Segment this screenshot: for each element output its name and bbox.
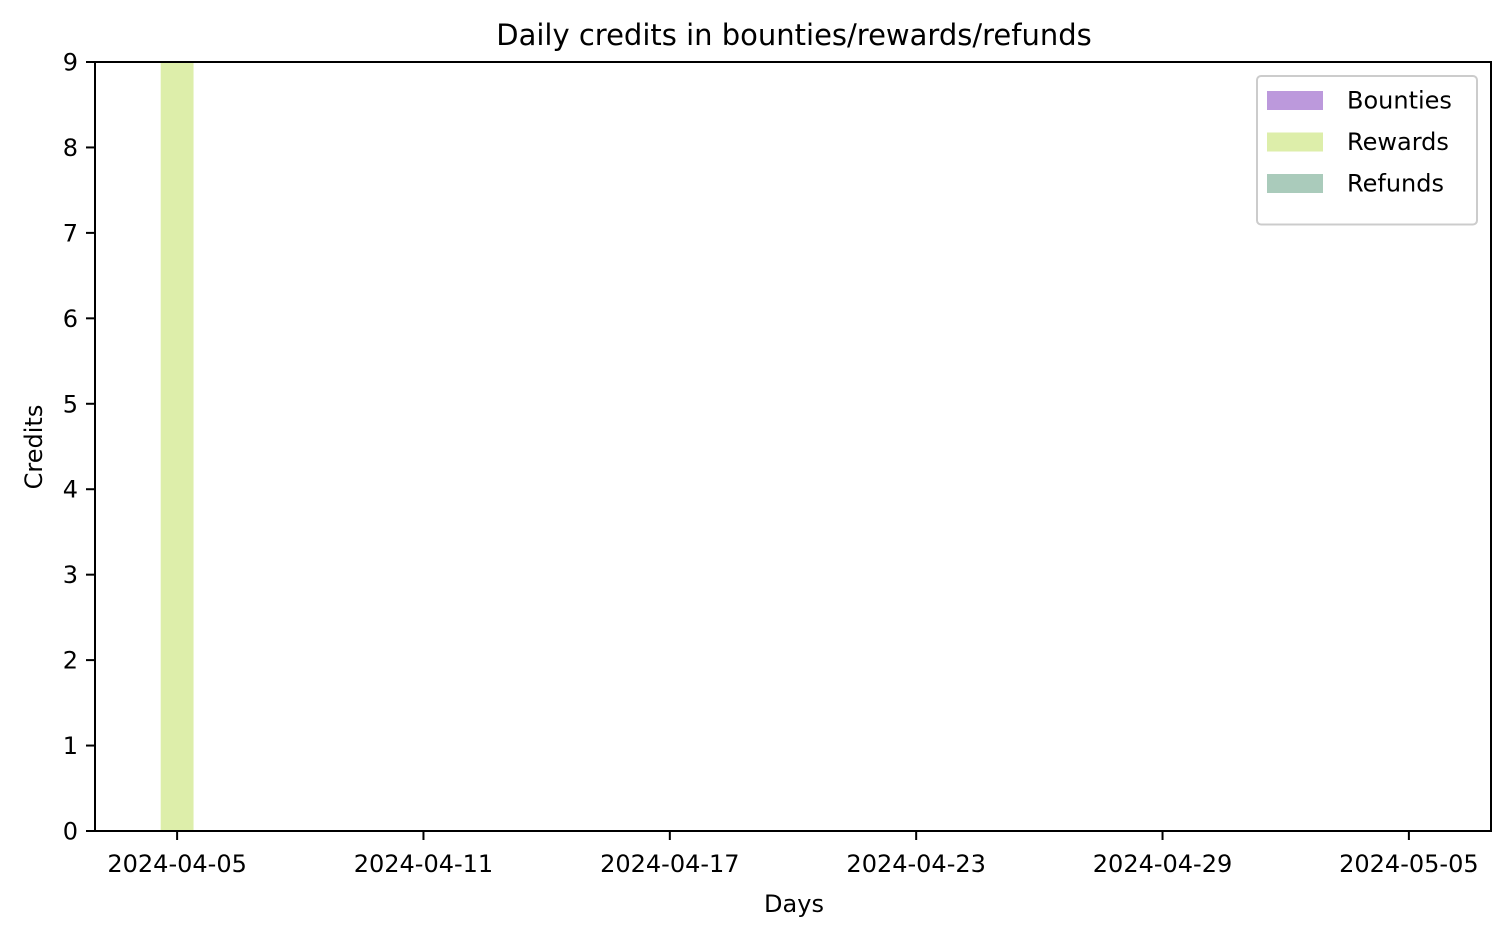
x-axis-label: Days [764, 890, 824, 918]
y-tick-label: 1 [63, 732, 78, 760]
y-tick-label: 4 [63, 476, 78, 504]
y-tick-label: 0 [63, 818, 78, 846]
y-tick-label: 7 [63, 219, 78, 247]
y-tick-label: 6 [63, 305, 78, 333]
legend-swatch-refunds [1267, 174, 1323, 193]
y-tick-label: 9 [63, 49, 78, 77]
legend-label-rewards: Rewards [1347, 128, 1449, 156]
y-axis-label: Credits [20, 405, 48, 490]
x-tick-label: 2024-04-05 [107, 850, 246, 878]
legend-label-bounties: Bounties [1347, 87, 1452, 115]
chart-title: Daily credits in bounties/rewards/refund… [496, 18, 1091, 52]
plot-frame [94, 61, 1492, 832]
legend-label-refunds: Refunds [1347, 170, 1444, 198]
legend-swatch-rewards [1267, 132, 1323, 152]
x-axis: 2024-04-05 2024-04-11 2024-04-17 2024-04-23… [107, 831, 1479, 878]
legend-swatch-bounties [1267, 91, 1323, 110]
x-tick-label: 2024-04-29 [1093, 850, 1232, 878]
x-tick-label: 2024-04-11 [354, 850, 493, 878]
legend: Bounties Rewards Refunds [1256, 75, 1478, 226]
y-tick-label: 3 [63, 561, 78, 589]
x-tick-label: 2024-04-23 [846, 850, 985, 878]
x-tick-label: 2024-05-05 [1339, 850, 1478, 878]
y-tick-label: 5 [63, 390, 78, 418]
y-tick-label: 2 [63, 647, 78, 675]
bars-layer [160, 62, 194, 831]
x-tick-label: 2024-04-17 [600, 850, 739, 878]
y-tick-label: 8 [63, 134, 78, 162]
y-axis: 0 1 2 3 4 5 6 7 8 9 [63, 49, 95, 846]
bar-rewards-0 [160, 62, 194, 831]
